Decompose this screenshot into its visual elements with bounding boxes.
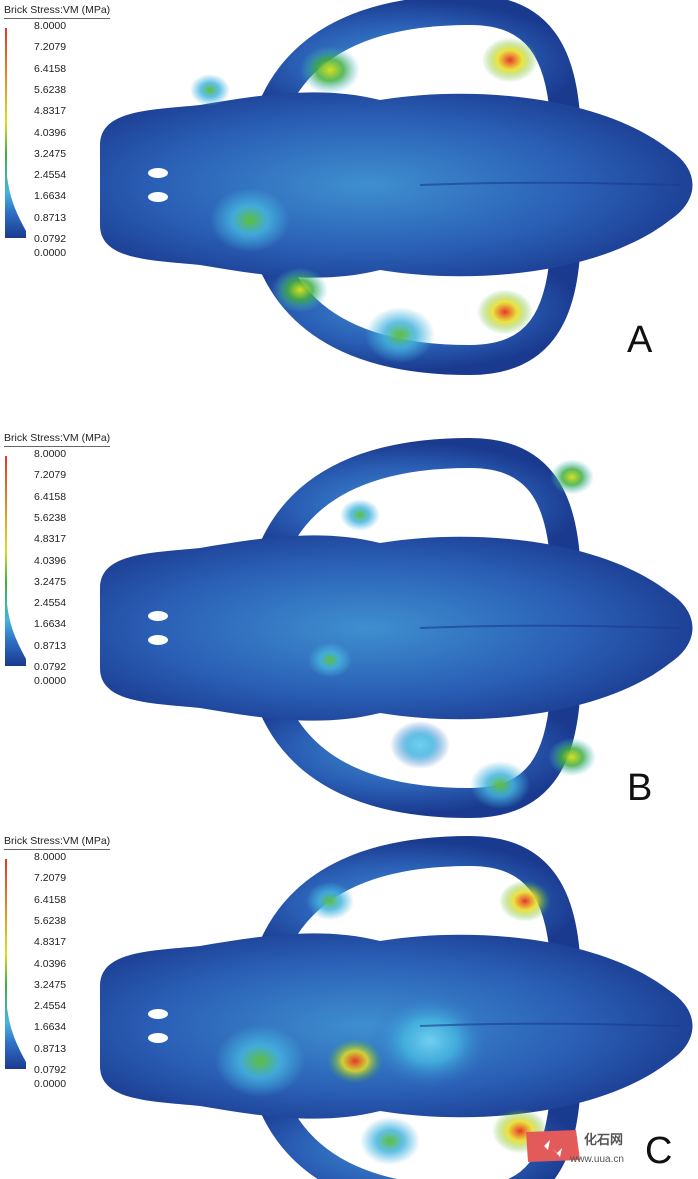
colorbar-histogram	[5, 859, 26, 1069]
skull	[100, 437, 693, 819]
skull-stress-map	[100, 0, 693, 376]
nasal-opening	[148, 192, 168, 202]
legend-colorbar	[5, 456, 26, 666]
legend-tick-label: 5.6238	[34, 511, 67, 524]
panel-b: Brick Stress:VM (MPa) 8.0000 7.2079 6.4158…	[0, 428, 698, 821]
legend-tick-label: 0.0792	[34, 661, 67, 673]
panel-label: B	[627, 767, 653, 809]
panel-a: Brick Stress:VM (MPa) 8.0000 7.2079 6.4158…	[0, 0, 698, 393]
stress-legend: Brick Stress:VM (MPa) 8.0000 7.2079 6.4158…	[4, 0, 124, 259]
watermark-text: 化石网	[584, 1132, 624, 1147]
stress-hotspot	[190, 74, 230, 106]
legend-tick-label: 2.4554	[34, 1000, 67, 1013]
legend-colorbar	[5, 28, 26, 238]
legend-tick-label: 1.6634	[34, 1021, 67, 1034]
legend-tick-label: 4.8317	[34, 533, 67, 546]
stress-hotspot	[340, 499, 380, 531]
skull-body	[100, 92, 693, 278]
stress-legend: Brick Stress:VM (MPa) 8.0000 7.2079 6.4158…	[4, 831, 124, 1090]
skull	[100, 0, 693, 376]
stress-hotspot	[470, 761, 530, 809]
sagittal-crest	[419, 181, 681, 186]
legend-tick-label: 0.8713	[34, 639, 67, 652]
legend-tick-label: 8.0000	[34, 851, 67, 863]
legend-tick-label: 6.4158	[34, 893, 67, 906]
skull-stress-map	[100, 437, 693, 819]
legend-tick-label: 0.8713	[34, 211, 67, 224]
legend-title: Brick Stress:VM (MPa)	[4, 835, 111, 850]
legend-tick-label: 4.0396	[34, 957, 67, 970]
legend-tick-label: 0.0792	[34, 1064, 67, 1076]
legend-tick-label: 6.4158	[34, 62, 67, 75]
stress-hotspot	[550, 459, 594, 495]
skull-body	[100, 535, 693, 721]
legend-title: Brick Stress:VM (MPa)	[4, 432, 111, 447]
sagittal-crest	[419, 624, 681, 629]
panel-label: A	[627, 319, 653, 361]
zygomatic-arch-top	[255, 437, 580, 573]
stress-hotspot	[360, 1117, 420, 1165]
stress-hotspot	[300, 46, 360, 94]
legend-tick-label: 5.6238	[34, 83, 67, 96]
legend-tick-label: 5.6238	[34, 914, 67, 927]
watermark: 化石网 www.uua.cn	[520, 1122, 638, 1179]
stress-hotspot	[370, 993, 490, 1089]
nasal-opening	[148, 1033, 168, 1043]
stress-legend: Brick Stress:VM (MPa) 8.0000 7.2079 6.4158…	[4, 428, 124, 687]
legend-tick-label: 3.2475	[34, 147, 67, 160]
legend-colorbar	[5, 859, 26, 1069]
nasal-opening	[148, 611, 168, 621]
nasal-opening	[148, 168, 168, 178]
stress-hotspot	[327, 1038, 383, 1084]
legend-tick-label: 1.6634	[34, 618, 67, 631]
panel-label: C	[645, 1130, 673, 1172]
stress-hotspot	[548, 737, 596, 777]
legend-tick-label: 4.0396	[34, 126, 67, 139]
stress-hotspot	[272, 267, 328, 313]
stress-hotspot	[210, 188, 290, 252]
stress-hotspot	[308, 642, 352, 678]
legend-tick-label: 2.4554	[34, 169, 67, 182]
legend-tick-label: 7.2079	[34, 872, 67, 885]
stress-hotspot	[477, 289, 533, 335]
legend-tick-label: 1.6634	[34, 190, 67, 203]
watermark-logo-icon	[526, 1130, 580, 1162]
sagittal-crest	[419, 1022, 681, 1027]
legend-tick-label: 6.4158	[34, 490, 67, 503]
colorbar-histogram	[5, 28, 26, 238]
legend-tick-label: 4.0396	[34, 554, 67, 567]
stress-hotspot	[390, 721, 450, 769]
legend-tick-label: 0.0000	[34, 1078, 67, 1090]
stress-hotspot	[482, 37, 538, 83]
nasal-opening	[148, 635, 168, 645]
legend-tick-label: 3.2475	[34, 575, 67, 588]
legend-tick-label: 3.2475	[34, 978, 67, 991]
stress-hotspot	[499, 880, 551, 922]
colorbar-histogram	[5, 456, 26, 666]
watermark-url: www.uua.cn	[570, 1154, 624, 1165]
legend-tick-label: 0.0000	[34, 675, 67, 687]
legend-tick-label: 0.0000	[34, 247, 67, 259]
legend-tick-label: 8.0000	[34, 448, 67, 460]
legend-tick-label: 4.8317	[34, 105, 67, 118]
legend-tick-label: 7.2079	[34, 469, 67, 482]
legend-tick-label: 4.8317	[34, 936, 67, 949]
legend-tick-label: 8.0000	[34, 20, 67, 32]
legend-title: Brick Stress:VM (MPa)	[4, 4, 111, 19]
legend-tick-label: 2.4554	[34, 597, 67, 610]
stress-hotspot	[306, 881, 354, 921]
legend-tick-label: 7.2079	[34, 41, 67, 54]
nasal-opening	[148, 1009, 168, 1019]
legend-tick-label: 0.0792	[34, 233, 67, 245]
stress-hotspot	[365, 307, 435, 363]
stress-hotspot	[215, 1025, 305, 1097]
legend-tick-label: 0.8713	[34, 1042, 67, 1055]
